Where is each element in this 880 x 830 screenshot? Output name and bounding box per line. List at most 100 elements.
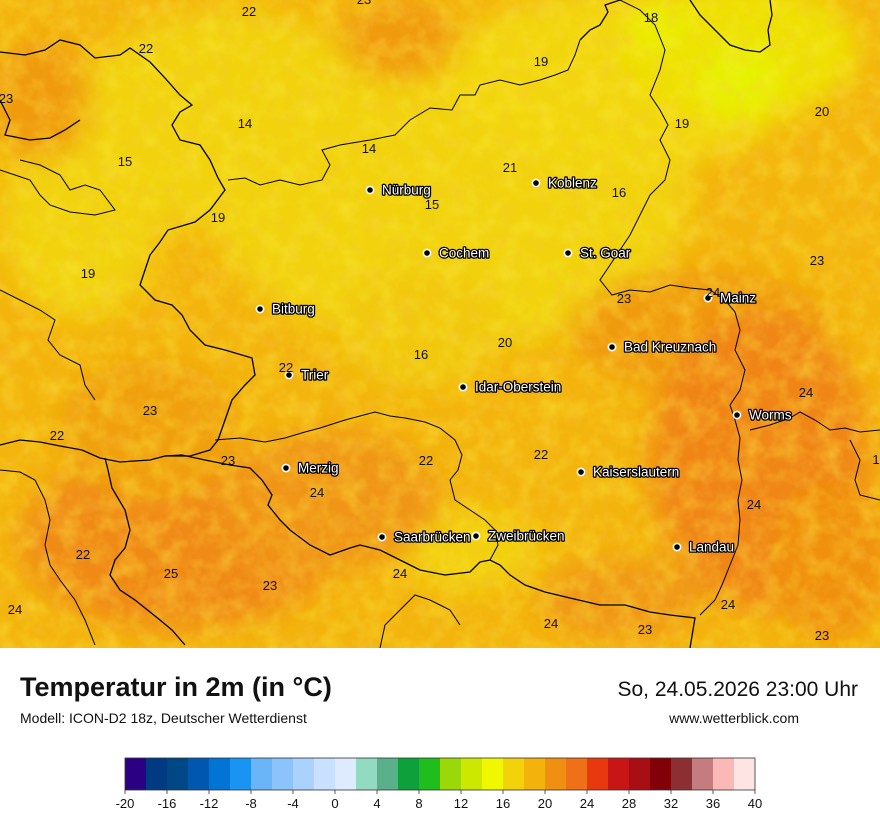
legend-swatch <box>293 758 315 790</box>
regional-line-4 <box>0 289 96 401</box>
temperature-value: 20 <box>498 335 512 350</box>
legend-swatch <box>188 758 210 790</box>
temperature-value: 23 <box>617 291 631 306</box>
temperature-value: 16 <box>612 185 626 200</box>
legend-tick-label: 20 <box>538 796 552 811</box>
city-label: Mainz <box>720 291 756 306</box>
temperature-value: 24 <box>747 497 761 512</box>
national-border-west <box>0 99 81 141</box>
legend-swatch <box>650 758 672 790</box>
temperature-value: 16 <box>414 347 428 362</box>
legend-tick-label: 28 <box>622 796 636 811</box>
temperature-value: 23 <box>815 628 829 643</box>
legend-swatch <box>419 758 441 790</box>
legend-swatch <box>125 758 147 790</box>
city-label: Cochem <box>439 246 489 261</box>
legend-swatch <box>713 758 735 790</box>
city-dot <box>365 185 375 195</box>
legend-swatch <box>356 758 378 790</box>
city-marker: St. Goar <box>563 244 632 262</box>
city-label: Idar-Oberstein <box>475 380 561 395</box>
temperature-value: 23 <box>638 622 652 637</box>
legend-swatch <box>167 758 189 790</box>
legend-tick-label: 8 <box>415 796 422 811</box>
city-label: Nürburg <box>382 183 431 198</box>
forecast-datetime: So, 24.05.2026 23:00 Uhr <box>617 678 858 701</box>
legend-tick-label: -16 <box>158 796 177 811</box>
city-marker: Merzig <box>281 459 340 477</box>
city-marker: Trier <box>284 366 330 384</box>
city-dot <box>563 248 573 258</box>
city-label: St. Goar <box>580 246 631 261</box>
temperature-value: 21 <box>503 160 517 175</box>
legend-frame <box>124 757 756 791</box>
temperature-value: 24 <box>393 566 407 581</box>
temperature-value: 23 <box>143 403 157 418</box>
temperature-value: 19 <box>211 210 225 225</box>
temperature-value: 15 <box>425 197 439 212</box>
regional-line-1 <box>0 469 96 646</box>
temperature-value: 14 <box>238 116 252 131</box>
city-label: Saarbrücken <box>394 530 471 545</box>
city-dot <box>732 410 742 420</box>
state-border-rlp-nrw <box>0 159 116 216</box>
temperature-value: 1 <box>872 452 879 467</box>
regional-line-3 <box>379 594 461 648</box>
legend-swatch <box>482 758 504 790</box>
temperature-value: 22 <box>279 360 293 375</box>
city-dot <box>531 178 541 188</box>
city-dot <box>281 463 291 473</box>
temperature-value: 20 <box>815 104 829 119</box>
legend-swatch <box>209 758 231 790</box>
national-border-north <box>579 0 773 53</box>
legend-tick-label: 40 <box>748 796 762 811</box>
texture-dark <box>0 0 880 648</box>
city-marker: Cochem <box>422 244 491 262</box>
temperature-map: Nürburg Koblenz Cochem St. Goar Mainz Bitburg… <box>0 0 880 648</box>
city-dot <box>255 304 265 314</box>
temperature-value: 23 <box>263 578 277 593</box>
legend-swatch <box>146 758 168 790</box>
legend-swatches <box>125 758 756 790</box>
city-label: Bitburg <box>272 302 315 317</box>
legend-tick-label: 0 <box>331 796 338 811</box>
state-border-rlp-bw <box>699 404 743 616</box>
temperature-value: 23 <box>810 253 824 268</box>
city-marker: Kaiserslautern <box>576 463 681 481</box>
city-marker: Zweibrücken <box>471 527 566 545</box>
legend-swatch <box>440 758 462 790</box>
city-label: Worms <box>749 408 792 423</box>
city-marker: Worms <box>732 406 793 424</box>
legend-swatch <box>692 758 714 790</box>
value-labels-layer: 22 23 18 22 19 23 14 19 20 14 15 21 16 15 19 19 23 24 23 20… <box>0 0 880 643</box>
temperature-value: 25 <box>164 566 178 581</box>
state-border-bw-east <box>749 411 880 433</box>
temperature-value: 14 <box>362 141 376 156</box>
city-marker: Idar-Oberstein <box>458 378 563 396</box>
state-border-rlp-nrw-east <box>227 39 581 186</box>
legend-swatch <box>314 758 336 790</box>
legend-tick-label: -8 <box>245 796 257 811</box>
temperature-value: 24 <box>799 385 813 400</box>
temperature-value: 15 <box>118 154 132 169</box>
website-link[interactable]: www.wetterblick.com <box>669 710 799 726</box>
legend-swatch <box>251 758 273 790</box>
state-border-saar <box>214 411 499 561</box>
temperature-value: 22 <box>50 428 64 443</box>
legend-tick-label: -12 <box>200 796 219 811</box>
temperature-value: 24 <box>706 285 720 300</box>
city-dot <box>703 293 713 303</box>
temperature-value: 23 <box>0 91 13 106</box>
page-title: Temperatur in 2m (in °C) <box>20 672 332 702</box>
legend-ticks: -20 -16 -12 -8 -4 0 4 8 12 16 20 24 28 32 36 40 <box>116 790 762 811</box>
temperature-value: 19 <box>81 266 95 281</box>
legend-swatch <box>524 758 546 790</box>
city-marker: Mainz <box>703 289 758 307</box>
temperature-value: 19 <box>534 54 548 69</box>
city-dot <box>458 382 468 392</box>
temperature-value: 23 <box>221 453 235 468</box>
legend-swatch <box>545 758 567 790</box>
city-label: Trier <box>301 368 329 383</box>
legend-tick-label: 24 <box>580 796 594 811</box>
legend-swatch <box>629 758 651 790</box>
